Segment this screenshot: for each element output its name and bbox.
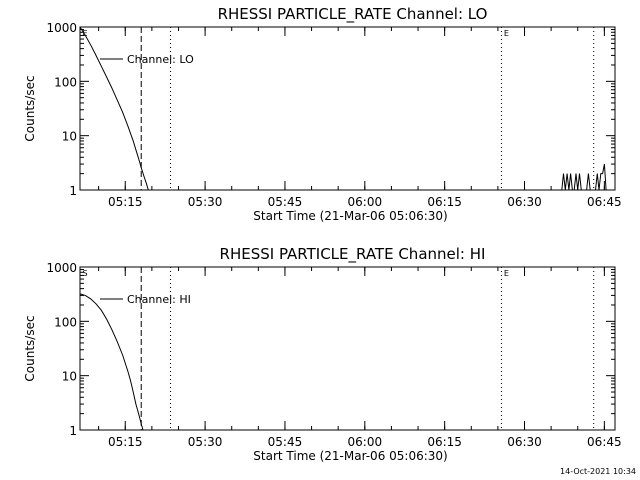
x-tick-label: 06:45 xyxy=(587,195,622,209)
legend-label: Channel: LO xyxy=(127,53,194,66)
date-stamp: 14-Oct-2021 10:34 xyxy=(560,467,636,476)
y-tick-label: 1 xyxy=(69,424,77,438)
y-tick-label: 1 xyxy=(69,184,77,198)
y-tick-label: 100 xyxy=(54,315,77,329)
x-tick-label: 05:45 xyxy=(268,435,303,449)
x-tick-label: 06:15 xyxy=(427,435,462,449)
x-tick-label: 05:15 xyxy=(108,195,143,209)
plot-frame xyxy=(79,266,616,431)
series-line xyxy=(79,26,149,191)
series-line xyxy=(79,293,144,431)
x-tick-label: 05:30 xyxy=(188,195,223,209)
y-axis-label: Counts/sec xyxy=(23,315,37,381)
x-tick-label: 06:30 xyxy=(507,195,542,209)
y-tick-label: 100 xyxy=(54,75,77,89)
x-tick-label: 05:45 xyxy=(268,195,303,209)
y-tick-label: 1000 xyxy=(46,21,77,35)
plot-frame xyxy=(79,26,616,191)
x-tick-label: 06:15 xyxy=(427,195,462,209)
x-tick-label: 06:00 xyxy=(348,435,383,449)
event-marker-label: E xyxy=(504,269,509,278)
y-tick-label: 10 xyxy=(62,130,77,144)
event-marker-label: E xyxy=(504,29,509,38)
chart-title: RHESSI PARTICLE_RATE Channel: HI xyxy=(220,245,486,264)
x-axis-label: Start Time (21-Mar-06 05:06:30) xyxy=(253,209,447,223)
x-tick-label: 05:15 xyxy=(108,435,143,449)
x-tick-label: 05:30 xyxy=(188,435,223,449)
y-tick-label: 1000 xyxy=(46,261,77,275)
series-line xyxy=(561,164,607,191)
event-marker-label: E xyxy=(82,29,87,38)
x-axis-label: Start Time (21-Mar-06 05:06:30) xyxy=(253,449,447,463)
x-tick-label: 06:30 xyxy=(507,435,542,449)
y-axis-label: Counts/sec xyxy=(23,75,37,141)
chart-title: RHESSI PARTICLE_RATE Channel: LO xyxy=(218,5,488,24)
event-marker-label: S xyxy=(82,269,87,278)
y-tick-label: 10 xyxy=(62,370,77,384)
x-tick-label: 06:00 xyxy=(348,195,383,209)
legend-label: Channel: HI xyxy=(127,293,191,306)
x-tick-label: 06:45 xyxy=(587,435,622,449)
